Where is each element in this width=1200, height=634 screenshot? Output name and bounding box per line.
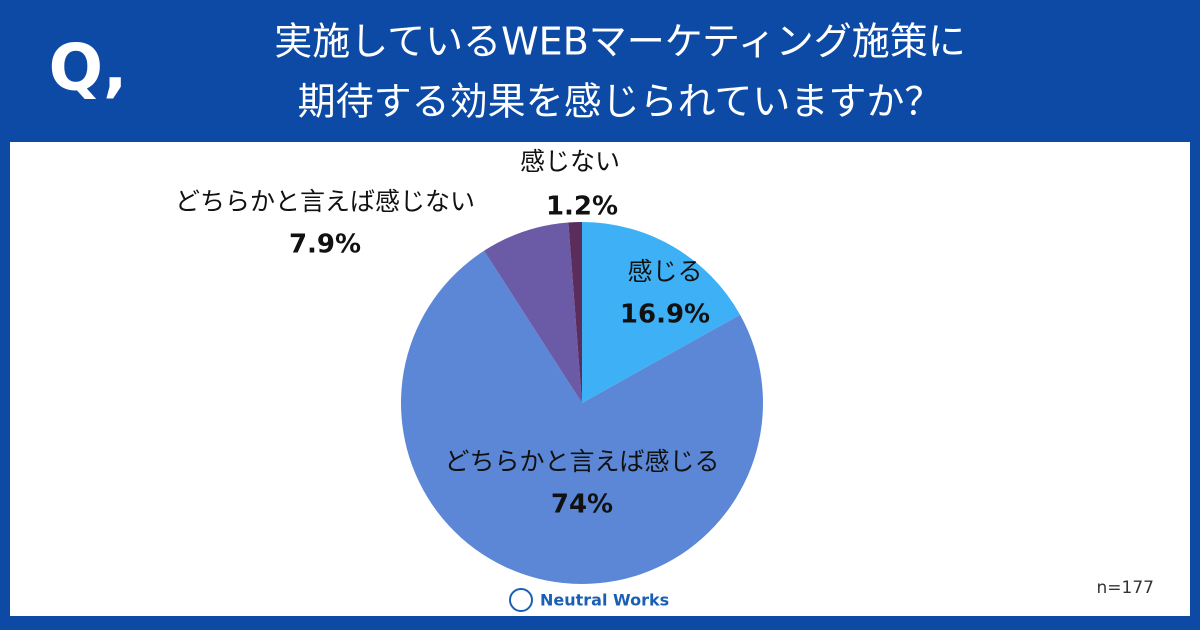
brand-icon bbox=[509, 588, 533, 612]
slice-label: 感じない bbox=[520, 147, 620, 176]
pie-slice bbox=[484, 222, 582, 403]
value-label: 74% bbox=[551, 490, 613, 520]
title-line: 期待する効果を感じられていますか？ bbox=[298, 80, 943, 124]
brand: Neutral Works bbox=[540, 591, 669, 610]
slice-label: どちらかと言えば感じない bbox=[175, 187, 475, 216]
title-line: 実施しているWEBマーケティング施策に bbox=[274, 20, 965, 64]
pie-slice bbox=[568, 222, 582, 403]
value-label: 1.2% bbox=[546, 192, 618, 222]
sample-size: n=177 bbox=[1097, 578, 1154, 598]
value-label: 16.9% bbox=[620, 300, 710, 330]
value-label: 7.9% bbox=[289, 230, 361, 260]
pie-slice bbox=[400, 250, 763, 584]
slice-label: どちらかと言えば感じる bbox=[444, 447, 719, 476]
slice-label: 感じる bbox=[627, 257, 702, 286]
pie bbox=[400, 222, 763, 584]
pie-slice bbox=[582, 222, 741, 403]
question-mark: Q, bbox=[49, 32, 128, 106]
